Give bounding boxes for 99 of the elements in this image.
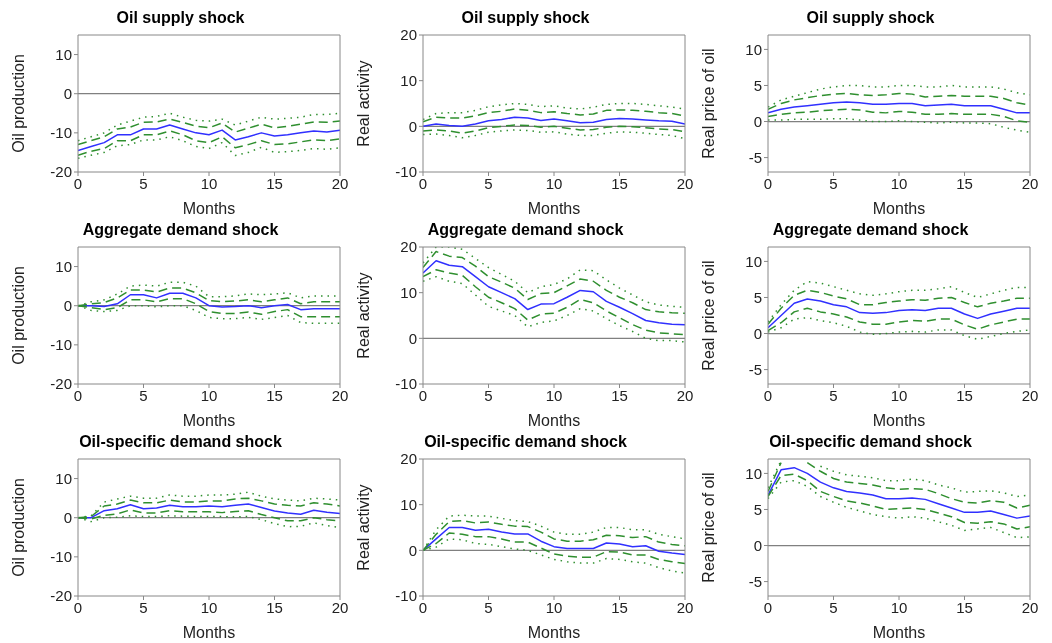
chart-title: Oil supply shock (115, 8, 246, 28)
x-tick-label: 10 (200, 598, 218, 616)
x-tick-label: 5 (484, 598, 493, 616)
x-axis-title: Months (182, 624, 236, 641)
y-axis-title: Real activity (354, 272, 372, 359)
chart-title: Aggregate demand shock (771, 220, 970, 240)
y-tick-label: -20 (50, 375, 72, 393)
x-axis-title: Months (527, 412, 581, 429)
y-tick-label: 10 (400, 495, 417, 513)
y-tick-label: 0 (753, 324, 762, 342)
y-tick-label: 20 (400, 450, 417, 468)
x-axis-title: Months (872, 624, 926, 641)
y-tick-label: 0 (63, 297, 72, 315)
x-tick-label: 20 (1021, 598, 1039, 616)
x-tick-label: 20 (331, 386, 349, 404)
x-axis-title: Months (182, 412, 236, 429)
chart-title: Oil-specific demand shock (768, 432, 973, 452)
y-tick-label: -10 (50, 124, 72, 142)
x-tick-label: 10 (545, 598, 563, 616)
y-tick-label: -10 (50, 548, 72, 566)
x-axis-title: Months (872, 200, 926, 217)
y-axis-title: Real price of oil (699, 260, 717, 371)
y-tick-label: 10 (745, 252, 762, 270)
x-tick-label: 5 (829, 598, 838, 616)
x-tick-label: 5 (829, 386, 838, 404)
x-tick-label: 10 (200, 386, 218, 404)
chart-title: Oil supply shock (805, 8, 936, 28)
x-axis-title: Months (182, 200, 236, 217)
x-tick-label: 10 (545, 386, 563, 404)
y-tick-label: -10 (395, 375, 417, 393)
y-tick-label: -20 (50, 163, 72, 181)
y-tick-label: 20 (400, 238, 417, 256)
x-tick-label: 5 (139, 386, 148, 404)
y-tick-label: -5 (748, 148, 762, 166)
y-tick-label: -20 (50, 587, 72, 605)
y-tick-label: 5 (753, 500, 762, 518)
chart-title: Oil supply shock (460, 8, 591, 28)
y-tick-label: 0 (408, 329, 417, 347)
y-tick-label: 10 (745, 40, 762, 58)
x-tick-label: 20 (676, 598, 694, 616)
x-tick-label: 15 (611, 386, 628, 404)
y-axis-title: Real activity (354, 484, 372, 571)
y-tick-label: 0 (63, 85, 72, 103)
y-tick-label: 0 (408, 117, 417, 135)
chart-title: Aggregate demand shock (81, 220, 280, 240)
x-tick-label: 15 (956, 174, 973, 192)
y-axis-title: Oil production (9, 266, 27, 365)
x-tick-label: 20 (331, 598, 349, 616)
y-tick-label: 10 (55, 45, 72, 63)
x-tick-label: 20 (331, 174, 349, 192)
x-tick-label: 10 (890, 598, 908, 616)
x-tick-label: 10 (890, 386, 908, 404)
x-tick-label: 5 (484, 386, 493, 404)
y-tick-label: 0 (753, 112, 762, 130)
y-tick-label: -5 (748, 572, 762, 590)
y-tick-label: 10 (745, 464, 762, 482)
x-tick-label: 5 (484, 174, 493, 192)
x-tick-label: 15 (956, 386, 973, 404)
y-tick-label: 10 (400, 71, 417, 89)
y-tick-label: -10 (395, 163, 417, 181)
x-axis-title: Months (527, 624, 581, 641)
x-tick-label: 5 (139, 174, 148, 192)
y-axis-title: Real activity (354, 60, 372, 147)
y-tick-label: 5 (753, 288, 762, 306)
y-tick-label: -10 (50, 336, 72, 354)
y-tick-label: 10 (55, 469, 72, 487)
x-tick-label: 20 (676, 386, 694, 404)
x-tick-label: 15 (266, 598, 283, 616)
x-tick-label: 10 (200, 174, 218, 192)
y-tick-label: 10 (55, 257, 72, 275)
y-axis-title: Oil production (9, 478, 27, 577)
x-tick-label: 5 (829, 174, 838, 192)
y-tick-label: 0 (753, 536, 762, 554)
y-tick-label: 0 (408, 541, 417, 559)
x-tick-label: 10 (545, 174, 563, 192)
y-tick-label: -10 (395, 587, 417, 605)
x-tick-label: 15 (611, 174, 628, 192)
x-tick-label: 15 (266, 174, 283, 192)
y-tick-label: 20 (400, 26, 417, 44)
chart-title: Oil-specific demand shock (78, 432, 283, 452)
x-tick-label: 20 (1021, 386, 1039, 404)
x-tick-label: 10 (890, 174, 908, 192)
x-tick-label: 20 (1021, 174, 1039, 192)
chart-title: Oil-specific demand shock (423, 432, 628, 452)
x-tick-label: 15 (266, 386, 283, 404)
y-tick-label: -5 (748, 360, 762, 378)
y-tick-label: 0 (63, 509, 72, 527)
x-tick-label: 15 (956, 598, 973, 616)
x-tick-label: 20 (676, 174, 694, 192)
y-axis-title: Real price of oil (699, 472, 717, 583)
x-axis-title: Months (872, 412, 926, 429)
x-tick-label: 15 (611, 598, 628, 616)
y-axis-title: Real price of oil (699, 48, 717, 159)
x-axis-title: Months (527, 200, 581, 217)
y-tick-label: 5 (753, 76, 762, 94)
chart-title: Aggregate demand shock (426, 220, 625, 240)
y-tick-label: 10 (400, 283, 417, 301)
x-tick-label: 5 (139, 598, 148, 616)
y-axis-title: Oil production (9, 54, 27, 153)
